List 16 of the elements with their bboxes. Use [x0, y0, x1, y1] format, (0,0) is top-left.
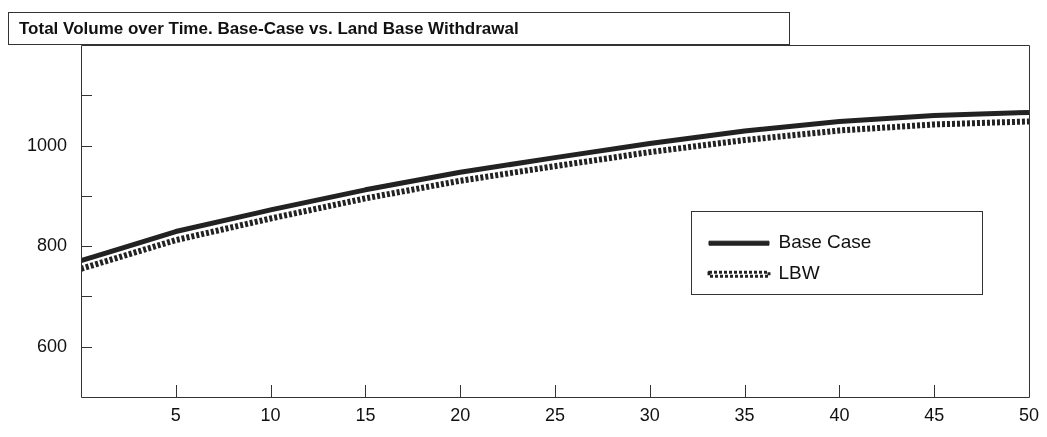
chart-title: Total Volume over Time. Base-Case vs. Land Base Withdrawal [8, 12, 790, 45]
y-tick-label: 800 [36, 235, 67, 256]
y-tick-label: 600 [36, 335, 67, 356]
x-tick-label: 40 [829, 404, 850, 425]
x-tick-label: 50 [1018, 404, 1039, 425]
x-tick-label: 25 [544, 404, 566, 425]
x-tick-label: 30 [639, 404, 660, 425]
x-tick-label: 35 [734, 404, 755, 425]
x-tick-label: 5 [170, 404, 181, 425]
x-tick-label: 15 [355, 404, 376, 425]
legend-label: Base Case [778, 231, 872, 253]
x-tick-label: 20 [450, 404, 471, 425]
x-tick-label: 45 [924, 404, 945, 425]
y-tick-label: 1000 [26, 134, 67, 155]
legend-label: LBW [778, 262, 820, 284]
x-tick-label: 10 [260, 404, 281, 425]
